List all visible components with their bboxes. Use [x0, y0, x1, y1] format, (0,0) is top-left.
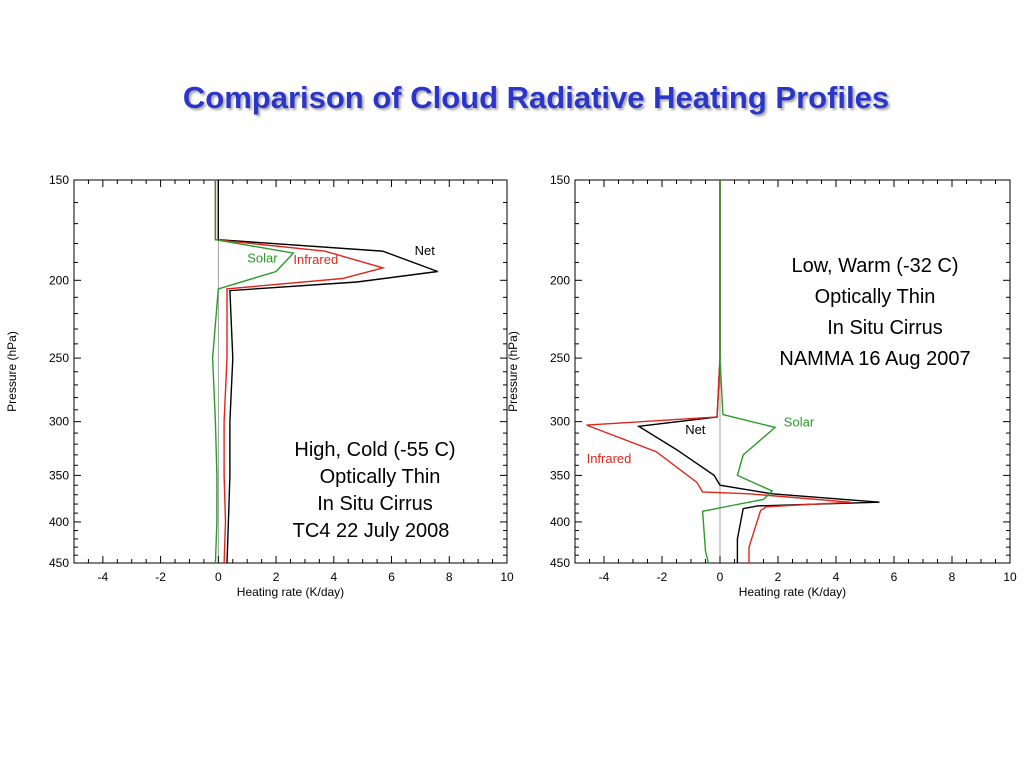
series-label-net: Net	[415, 243, 436, 258]
annotation-line: NAMMA 16 Aug 2007	[779, 348, 970, 370]
annotation-line: TC4 22 July 2008	[293, 520, 450, 542]
x-tick-label: -2	[155, 570, 166, 584]
y-tick-label: 450	[550, 556, 570, 570]
x-tick-label: 6	[388, 570, 395, 584]
x-tick-label: -2	[657, 570, 668, 584]
x-tick-label: 4	[833, 570, 840, 584]
x-tick-label: 4	[330, 570, 337, 584]
x-tick-label: 6	[891, 570, 898, 584]
x-tick-label: 8	[446, 570, 453, 584]
y-tick-label: 200	[550, 273, 570, 287]
annotation-line: In Situ Cirrus	[317, 493, 433, 515]
series-line-net	[217, 180, 438, 564]
annotation-line: High, Cold (-55 C)	[294, 439, 455, 461]
x-tick-label: -4	[599, 570, 610, 584]
series-label-solar: Solar	[784, 414, 815, 429]
series-label-infrared: Infrared	[587, 451, 632, 466]
x-tick-label: 10	[1003, 570, 1017, 584]
y-axis-label: Pressure (hPa)	[5, 331, 19, 412]
annotation-line: Optically Thin	[320, 466, 441, 488]
slide-title: Comparison of Cloud Radiative Heating Pr…	[182, 80, 890, 115]
y-tick-label: 250	[550, 351, 570, 365]
x-tick-label: 0	[215, 570, 222, 584]
y-axis-label: Pressure (hPa)	[506, 331, 520, 412]
x-axis-label: Heating rate (K/day)	[739, 585, 846, 599]
series-line-infrared	[214, 180, 386, 564]
x-axis-label: Heating rate (K/day)	[237, 585, 344, 599]
y-tick-label: 150	[49, 173, 69, 187]
series-line-net	[636, 180, 880, 563]
heating-profile-chart-tc4: -4 -2 0 2 4 6 8 10 150 200 250 300 350 400 450 Heating …	[5, 173, 514, 599]
series-line-solar	[701, 180, 777, 564]
series-line-infrared	[586, 180, 851, 563]
annotation-line: In Situ Cirrus	[827, 317, 943, 339]
series-label-solar: Solar	[247, 250, 278, 265]
y-tick-label: 200	[49, 273, 69, 287]
series-line-solar	[211, 180, 295, 564]
y-tick-label: 250	[49, 351, 69, 365]
annotation-line: Low, Warm (-32 C)	[791, 255, 958, 277]
plot-frame	[73, 179, 508, 564]
y-tick-label: 400	[550, 515, 570, 529]
x-tick-label: 2	[775, 570, 782, 584]
y-tick-label: 150	[550, 173, 570, 187]
series-label-infrared: Infrared	[293, 252, 338, 267]
y-tick-label: 400	[49, 515, 69, 529]
series-label-net: Net	[685, 422, 706, 437]
x-tick-label: -4	[98, 570, 109, 584]
y-tick-label: 350	[550, 468, 570, 482]
y-tick-label: 300	[550, 415, 570, 429]
y-tick-label: 450	[49, 556, 69, 570]
y-tick-label: 300	[49, 415, 69, 429]
x-tick-label: 10	[500, 570, 514, 584]
annotation-line: Optically Thin	[815, 286, 936, 308]
x-tick-label: 0	[717, 570, 724, 584]
y-tick-label: 350	[49, 468, 69, 482]
x-tick-label: 8	[949, 570, 956, 584]
heating-profile-chart-namma: -4 -2 0 2 4 6 8 10 150 200 250 300 350 400 450 Heating …	[506, 173, 1017, 599]
x-tick-label: 2	[273, 570, 280, 584]
